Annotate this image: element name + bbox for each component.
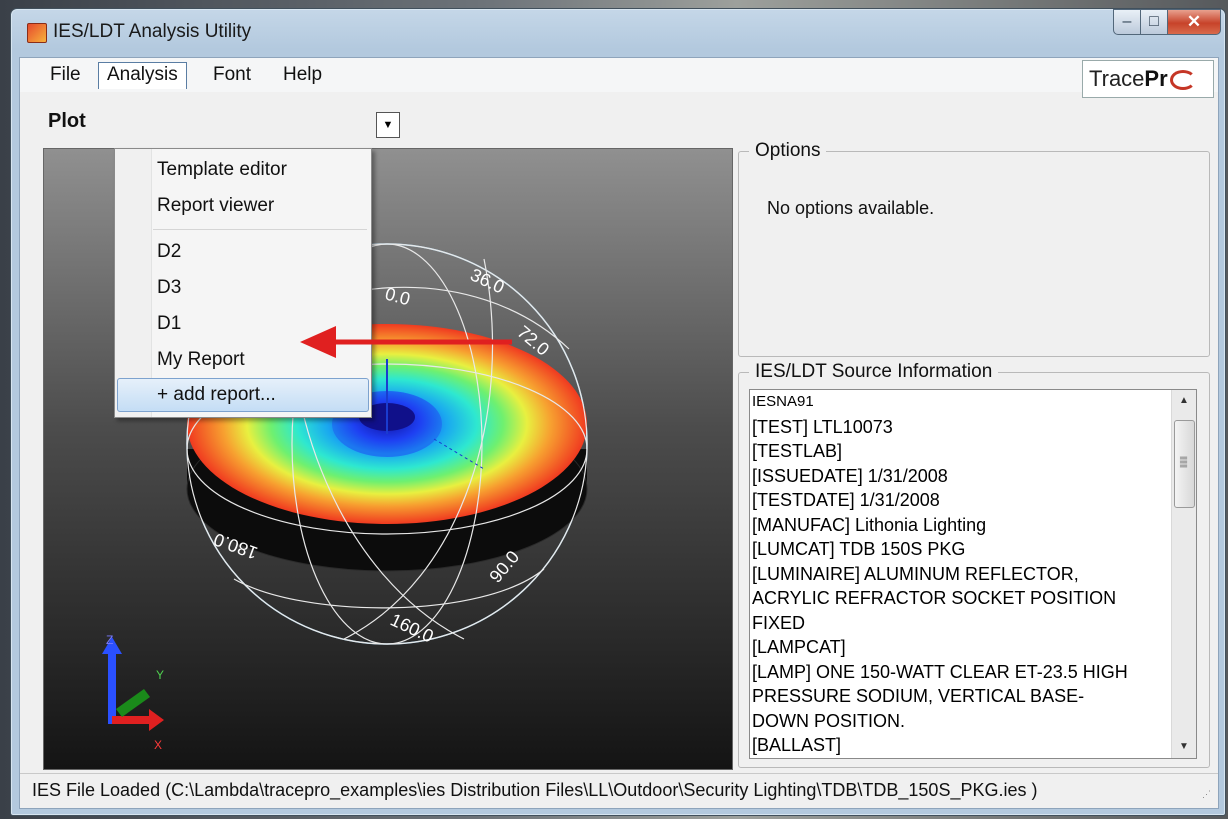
status-text: IES File Loaded (C:\Lambda\tracepro_exam…: [32, 780, 1038, 800]
logo-bold-text: Pr: [1144, 66, 1168, 91]
analysis-menu: Template editor Report viewer D2 D3 D1 M…: [114, 148, 372, 418]
menu-help[interactable]: Help: [283, 64, 323, 85]
source-info-line: PRESSURE SODIUM, VERTICAL BASE-: [752, 686, 1085, 706]
angle-label: 36.0: [467, 264, 507, 297]
plot-label: Plot: [48, 110, 86, 132]
menu-report-d1[interactable]: D1: [157, 313, 182, 334]
plot-canvas[interactable]: 36.0 0.0 72.0 180.0 90.0 160.0 Z Y X: [43, 148, 733, 770]
window-controls: – □ ✕: [1113, 9, 1221, 35]
source-info-line: [LUMCAT] TDB 150S PKG: [752, 539, 966, 559]
scroll-down-icon[interactable]: ▼: [1179, 741, 1189, 752]
menu-gutter: [115, 149, 152, 417]
x-axis-label: X: [154, 738, 162, 752]
source-info-line: FIXED: [752, 612, 806, 633]
source-info-line: [TESTDATE] 1/31/2008: [752, 490, 940, 510]
window-title: IES/LDT Analysis Utility: [53, 21, 252, 42]
menu-my-report[interactable]: My Report: [157, 349, 245, 370]
menu-report-d3[interactable]: D3: [157, 277, 182, 298]
source-info-line: ACRYLIC REFRACTOR SOCKET POSITION: [752, 588, 1117, 608]
minimize-button[interactable]: –: [1113, 9, 1141, 35]
scroll-up-icon[interactable]: ▲: [1179, 395, 1189, 406]
maximize-button[interactable]: □: [1141, 9, 1168, 35]
axis-triad: Z Y X: [102, 633, 164, 752]
app-window: IES/LDT Analysis Utility – □ ✕ File Anal…: [10, 8, 1226, 816]
source-info-line: [LAMP] ONE 150-WATT CLEAR ET-23.5 HIGH: [752, 661, 1128, 682]
direction-line: [433, 438, 485, 470]
title-bar[interactable]: IES/LDT Analysis Utility – □ ✕: [11, 9, 1225, 53]
source-info-line: [BALLAST]: [752, 735, 842, 755]
source-info-line: [TEST] LTL10073: [752, 416, 893, 437]
angle-label: 160.0: [387, 609, 436, 646]
options-message: No options available.: [767, 198, 935, 218]
source-info-line: [TESTLAB]: [752, 441, 843, 461]
status-bar: IES File Loaded (C:\Lambda\tracepro_exam…: [20, 773, 1218, 808]
menu-template-editor[interactable]: Template editor: [157, 159, 287, 180]
menu-analysis[interactable]: Analysis: [98, 62, 187, 89]
source-info-line: [ISSUEDATE] 1/31/2008: [752, 465, 948, 486]
source-info-line: IESNA91: [752, 393, 814, 410]
source-info-line: DOWN POSITION.: [752, 710, 905, 731]
source-info-group: IES/LDT Source Information IESNA91 [TEST]…: [738, 361, 1210, 768]
menu-file[interactable]: File: [50, 64, 81, 85]
source-info-list[interactable]: IESNA91 [TEST] LTL10073 [TESTLAB] [ISSUEDAT…: [749, 389, 1197, 759]
resize-grip-icon[interactable]: ⋰: [1202, 789, 1211, 799]
menu-highlight: [117, 378, 369, 412]
grip-icon: ═ ═ ═: [1180, 453, 1188, 472]
source-info-scrollbar[interactable]: ▲ ═ ═ ═ ▼: [1171, 390, 1196, 758]
options-group: Options No options available.: [738, 140, 1210, 357]
y-axis-label: Y: [156, 668, 164, 682]
tracepro-logo: TracePr: [1082, 60, 1214, 98]
client-area: File Analysis Font Help TracePr Plot ▼: [19, 57, 1219, 809]
app-icon: [27, 23, 47, 43]
menu-separator: [153, 229, 367, 230]
source-info-line: [MANUFAC] Lithonia Lighting: [752, 514, 987, 535]
menu-font[interactable]: Font: [213, 64, 252, 85]
menu-report-d2[interactable]: D2: [157, 241, 182, 262]
plot-dropdown-arrow[interactable]: ▼: [376, 112, 400, 138]
source-info-lines: IESNA91 [TEST] LTL10073 [TESTLAB] [ISSUEDAT…: [752, 390, 1170, 758]
source-info-title: IES/LDT Source Information: [749, 361, 999, 383]
sphere-grid: [186, 243, 588, 645]
source-info-line: [LUMINAIRE] ALUMINUM REFLECTOR,: [752, 563, 1079, 584]
source-info-line: [LAMPCAT]: [752, 637, 846, 657]
menu-add-report[interactable]: + add report...: [157, 384, 276, 405]
logo-text: Trace: [1089, 66, 1145, 91]
z-axis-label: Z: [106, 633, 113, 647]
menu-report-viewer[interactable]: Report viewer: [157, 195, 275, 216]
options-title: Options: [749, 140, 827, 162]
scroll-thumb[interactable]: ═ ═ ═: [1174, 420, 1195, 508]
logo-swirl-icon: [1169, 70, 1196, 91]
close-button[interactable]: ✕: [1168, 9, 1221, 35]
menu-bar: File Analysis Font Help TracePr: [20, 58, 1218, 98]
